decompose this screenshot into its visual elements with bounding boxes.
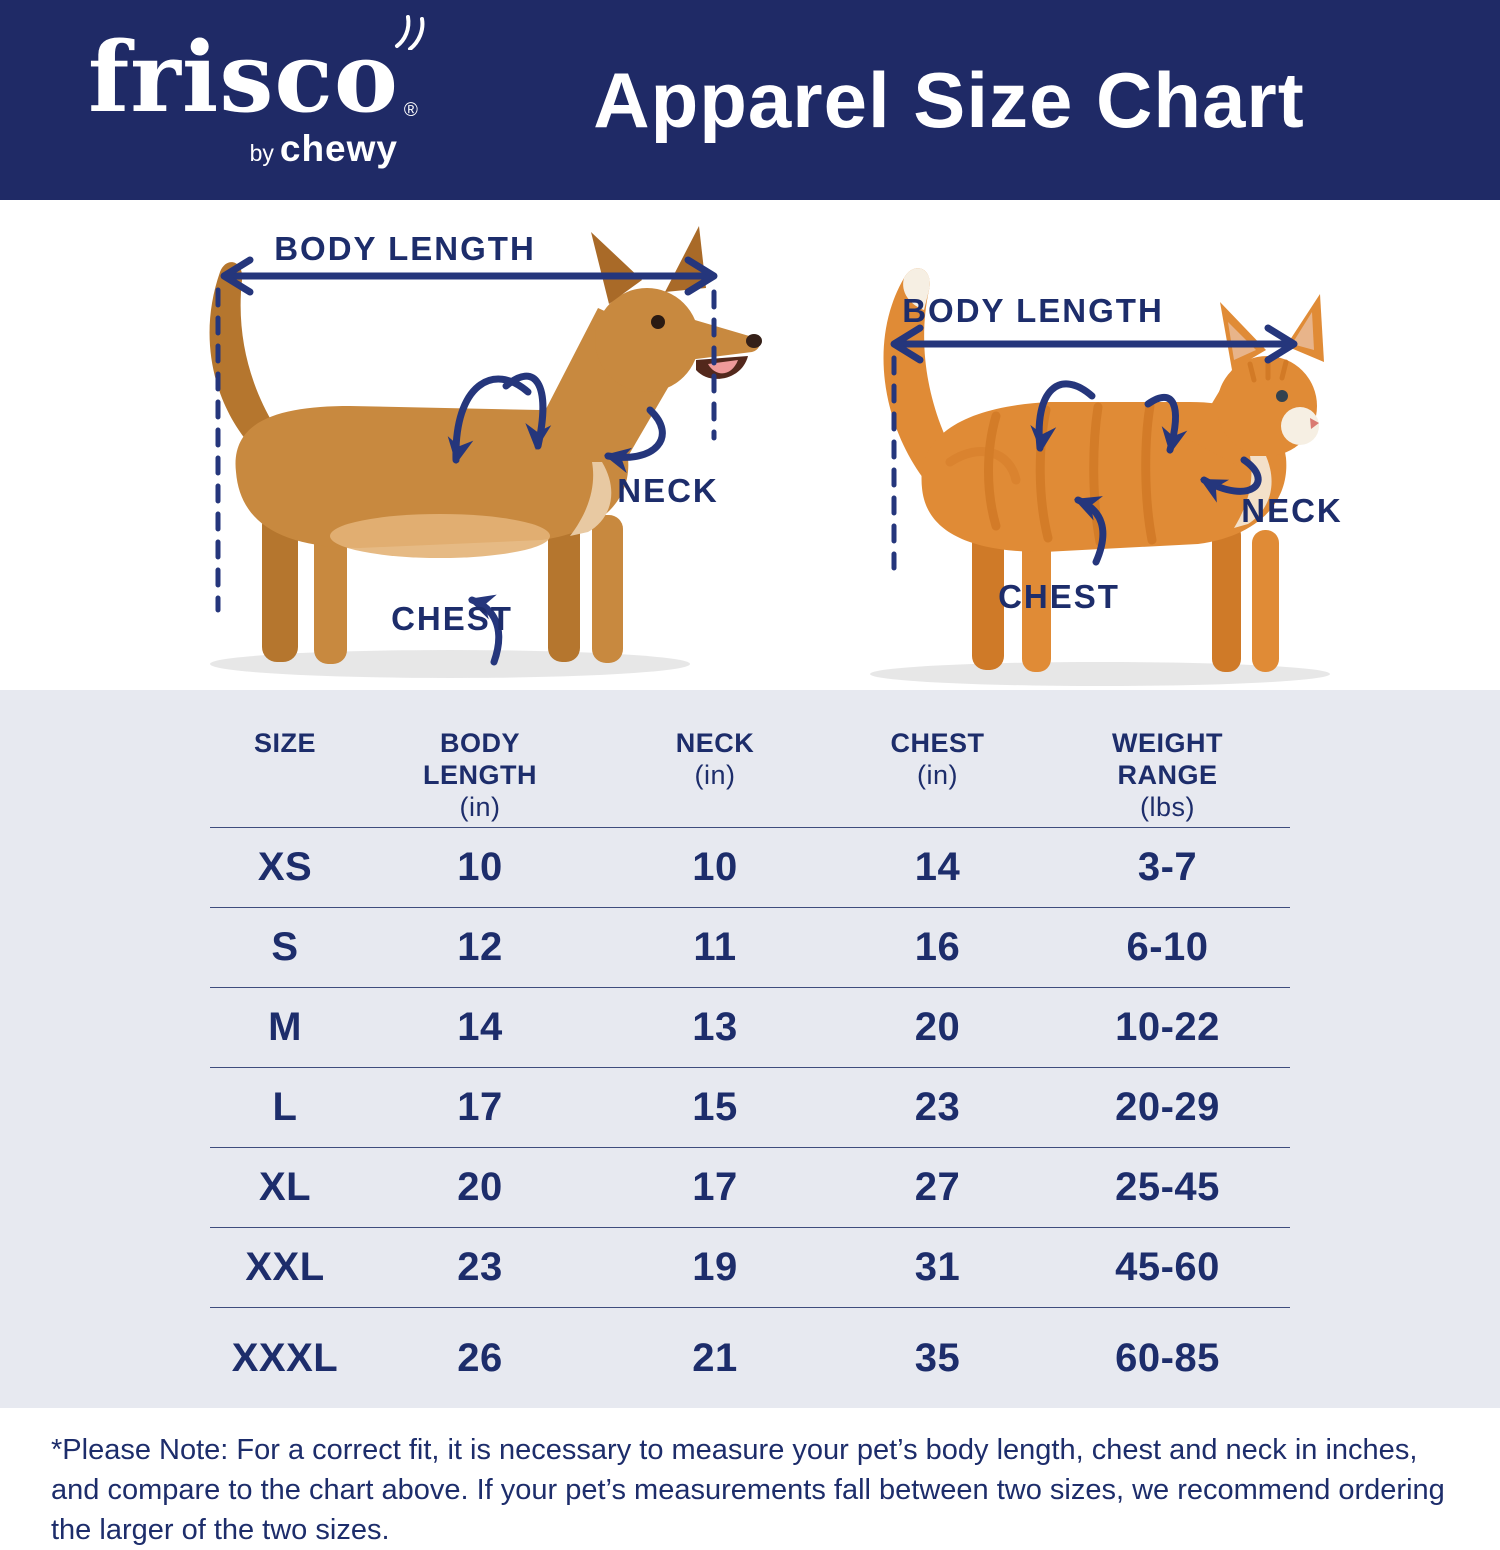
cell-neck: 11 <box>693 925 737 969</box>
cell-body-length: 23 <box>457 1245 503 1289</box>
cat-illustration <box>870 268 1330 686</box>
table-row-xxl: XXL 23 19 31 45-60 <box>210 1228 1290 1308</box>
table-header-row: SIZE BODY LENGTH (in) NECK (in) CHEST (in) … <box>210 690 1290 828</box>
table-row-xxxl: XXXL 26 21 35 60-85 <box>210 1308 1290 1408</box>
registered-mark: ® <box>403 100 419 121</box>
cell-weight-range: 45-60 <box>1115 1245 1220 1289</box>
cell-neck: 10 <box>692 845 738 889</box>
cell-chest: 23 <box>914 1085 961 1129</box>
column-header-chest: CHEST (in) <box>890 728 985 790</box>
dog-diagram: BODY LENGTH <box>209 226 762 678</box>
cell-chest: 35 <box>914 1335 961 1380</box>
cat-body-length-arrow <box>890 324 1298 364</box>
cell-weight-range: 60-85 <box>1115 1335 1220 1380</box>
footnote-section: *Please Note: For a correct fit, it is n… <box>0 1408 1500 1546</box>
cell-body-length: 17 <box>457 1085 503 1129</box>
column-header-neck: NECK (in) <box>675 728 755 790</box>
cell-body-length: 20 <box>457 1165 503 1209</box>
cell-weight-range: 25-45 <box>1115 1165 1220 1209</box>
dog-chest-label: CHEST <box>391 600 513 637</box>
diagrams-section: BODY LENGTH <box>0 200 1500 690</box>
cell-size: XXXL <box>231 1335 339 1380</box>
table-row-l: L 17 15 23 20-29 <box>210 1068 1290 1148</box>
cell-body-length: 14 <box>457 1005 503 1049</box>
cell-body-length: 12 <box>457 925 503 969</box>
table-row-m: M 14 13 20 10-22 <box>210 988 1290 1068</box>
dog-body-length-label: BODY LENGTH <box>274 230 536 267</box>
cat-neck-label: NECK <box>1241 492 1343 529</box>
column-header-size: SIZE <box>253 728 316 758</box>
cat-diagram: BODY LENGTH <box>870 268 1343 686</box>
cell-weight-range: 10-22 <box>1115 1005 1220 1049</box>
cell-neck: 19 <box>692 1245 738 1289</box>
cell-weight-range: 20-29 <box>1115 1085 1220 1129</box>
cell-weight-range: 6-10 <box>1126 925 1209 969</box>
brand-wordmark: frisco ® <box>88 15 425 126</box>
cell-neck: 17 <box>692 1165 738 1209</box>
cell-body-length: 26 <box>457 1335 503 1380</box>
footnote-text: *Please Note: For a correct fit, it is n… <box>51 1434 1445 1547</box>
cat-chest-label: CHEST <box>998 578 1120 615</box>
cell-body-length: 10 <box>457 845 503 889</box>
cell-chest: 14 <box>914 845 961 889</box>
table-row-xs: XS 10 10 14 3-7 <box>210 828 1290 908</box>
table-row-xl: XL 20 17 27 25-45 <box>210 1148 1290 1228</box>
column-header-body-length: BODY LENGTH (in) <box>423 728 537 822</box>
dog-body-length-arrow <box>220 256 718 296</box>
byline-chewy: chewy <box>279 128 398 169</box>
header-banner: frisco ® by chewy Apparel Size Chart <box>0 0 1500 200</box>
size-table-section: SIZE BODY LENGTH (in) NECK (in) CHEST (in) … <box>0 690 1500 1408</box>
logo-flourish-icon <box>394 15 425 50</box>
cell-neck: 15 <box>692 1085 738 1129</box>
cell-size: S <box>271 925 299 969</box>
cell-neck: 21 <box>692 1335 738 1380</box>
cell-weight-range: 3-7 <box>1137 845 1198 889</box>
cell-neck: 13 <box>692 1005 738 1049</box>
dog-neck-label: NECK <box>617 472 719 509</box>
cell-size: XXL <box>245 1245 325 1289</box>
frisco-logo: frisco ® by chewy <box>88 15 425 170</box>
cell-chest: 27 <box>914 1165 961 1209</box>
cell-chest: 20 <box>914 1005 961 1049</box>
cell-size: XL <box>258 1165 312 1209</box>
cell-chest: 16 <box>914 925 961 969</box>
cell-size: XS <box>257 845 313 889</box>
cell-size: L <box>272 1085 298 1129</box>
byline-by: by <box>249 140 274 166</box>
cell-chest: 31 <box>914 1245 961 1289</box>
logo-byline: by chewy <box>88 128 398 170</box>
brand-name: frisco <box>88 21 399 134</box>
cat-body-length-label: BODY LENGTH <box>902 292 1164 329</box>
column-header-weight-range: WEIGHT RANGE (lbs) <box>1112 728 1223 822</box>
page-title: Apparel Size Chart <box>593 55 1305 144</box>
table-row-s: S 12 11 16 6-10 <box>210 908 1290 988</box>
dog-illustration <box>209 226 762 678</box>
cell-size: M <box>268 1005 302 1049</box>
